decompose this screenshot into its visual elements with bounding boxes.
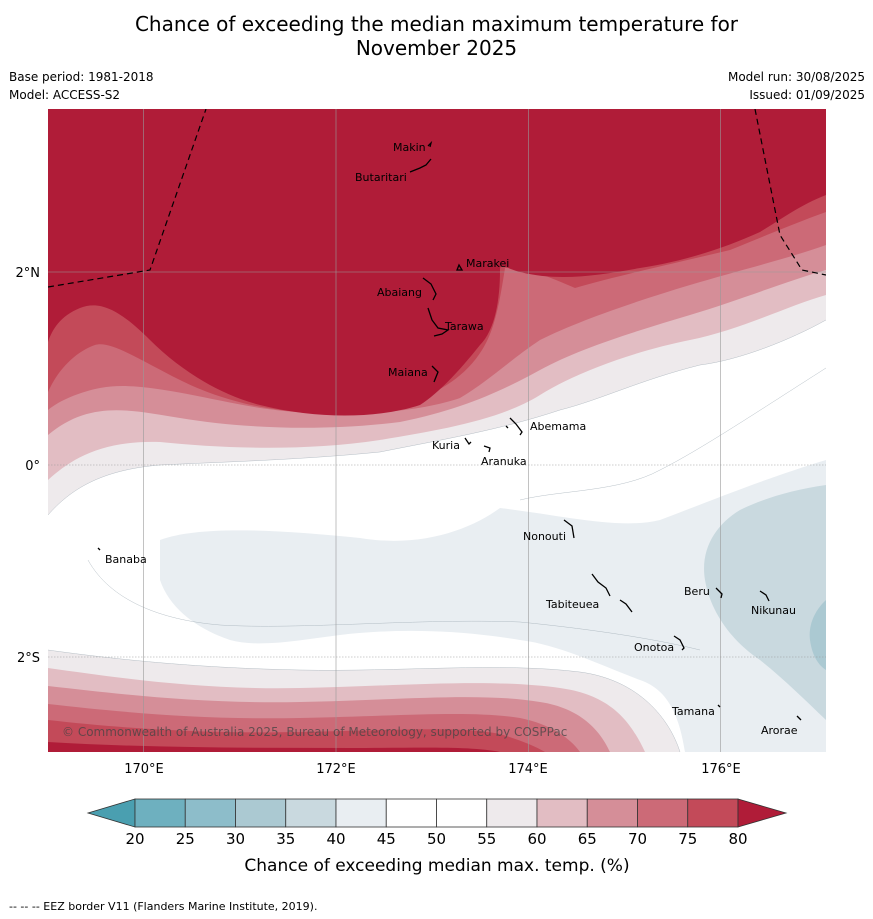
colorbar-segment-75_80	[687, 798, 739, 828]
colorbar-tick-80: 80	[728, 830, 747, 848]
band-40-45	[160, 460, 826, 752]
place-marakei: Marakei	[466, 257, 509, 270]
place-nikunau: Nikunau	[751, 604, 796, 617]
tabiteuea-island	[591, 573, 633, 613]
onotoa-island	[673, 635, 685, 651]
place-maiana: Maiana	[388, 366, 428, 379]
arorae-island	[796, 715, 802, 721]
banaba-island	[97, 547, 101, 551]
tamana-island	[717, 704, 721, 708]
graticule	[48, 109, 826, 752]
place-beru: Beru	[684, 585, 710, 598]
place-labels: Makin Butaritari Marakei Abaiang Tarawa …	[105, 141, 798, 737]
lon-label-170e: 170°E	[124, 762, 164, 777]
place-abaiang: Abaiang	[377, 286, 422, 299]
title-line-2: November 2025	[355, 36, 518, 60]
band-30-35	[809, 600, 826, 670]
nikunau-island	[759, 590, 770, 602]
place-onotoa: Onotoa	[634, 641, 674, 654]
eez-border	[48, 109, 826, 288]
colorbar-tick-75: 75	[678, 830, 697, 848]
colorbar-tick-65: 65	[578, 830, 597, 848]
place-butaritari: Butaritari	[355, 171, 407, 184]
place-tamana: Tamana	[671, 705, 715, 718]
tarawa-island	[427, 307, 450, 337]
colorbar-segment-60_65	[536, 798, 588, 828]
place-banaba: Banaba	[105, 553, 147, 566]
contour-fill: Makin Butaritari Marakei Abaiang Tarawa …	[48, 109, 826, 752]
base-period: Base period: 1981-2018	[9, 70, 154, 84]
butaritari-island	[409, 158, 432, 173]
nonouti-island	[563, 519, 575, 539]
lat-label-2n: 2°N	[16, 266, 41, 281]
contour-lines	[48, 319, 826, 752]
lon-label-174e: 174°E	[508, 762, 548, 777]
issued-date: Issued: 01/09/2025	[749, 88, 865, 102]
eez-footnote: -- -- -- EEZ border V11 (Flanders Marine…	[9, 900, 318, 913]
place-tarawa: Tarawa	[444, 320, 484, 333]
lon-label-172e: 172°E	[316, 762, 356, 777]
lon-axis: 170°E 172°E 174°E 176°E	[124, 762, 741, 777]
model-run: Model run: 30/08/2025	[727, 70, 865, 84]
lat-label-0: 0°	[25, 459, 40, 474]
beru-island	[715, 587, 723, 599]
colorbar-segment-55_60	[486, 798, 538, 828]
place-makin: Makin	[393, 141, 426, 154]
place-aranuka: Aranuka	[481, 455, 527, 468]
colorbar-tick-70: 70	[628, 830, 647, 848]
abemama-island	[505, 417, 523, 436]
colorbar-arrow-high	[737, 798, 788, 828]
colorbar-segment-35_40	[285, 798, 337, 828]
lat-axis: 2°N 0° 2°S	[16, 266, 41, 666]
band-gt80	[48, 109, 826, 752]
place-arorae: Arorae	[761, 724, 798, 737]
lon-label-176e: 176°E	[701, 762, 741, 777]
colorbar-tick-20: 20	[125, 830, 144, 848]
marakei-island	[456, 263, 464, 271]
colorbar-tick-45: 45	[377, 830, 396, 848]
makin-island	[427, 140, 433, 148]
colorbar-segment-20_25	[134, 798, 186, 828]
colorbar-tick-25: 25	[176, 830, 195, 848]
colorbar-segment-40_45	[335, 798, 387, 828]
band-35-40	[704, 485, 826, 720]
colorbar-segment-50_55	[436, 798, 488, 828]
colorbar-tick-40: 40	[326, 830, 345, 848]
chart-title: Chance of exceeding the median maximum t…	[0, 12, 873, 60]
model-name: Model: ACCESS-S2	[9, 88, 121, 102]
place-kuria: Kuria	[432, 439, 460, 452]
colorbar-tick-60: 60	[527, 830, 546, 848]
meta-left: Base period: 1981-2018 Model: ACCESS-S2	[9, 68, 154, 104]
colorbar-segment-30_35	[235, 798, 287, 828]
colorbar-segment-45_50	[385, 798, 437, 828]
kuria-island	[464, 437, 472, 446]
islands	[97, 140, 802, 721]
colorbar-tick-35: 35	[276, 830, 295, 848]
place-tabiteuea: Tabiteuea	[545, 598, 599, 611]
colorbar: 20 25 30 35 40 45 50 55 60 65 70 75 80	[86, 798, 788, 848]
colorbar-tick-50: 50	[427, 830, 446, 848]
colorbar-arrow-low	[86, 798, 136, 828]
colorbar-tick-55: 55	[477, 830, 496, 848]
place-abemama: Abemama	[530, 420, 586, 433]
place-nonouti: Nonouti	[523, 530, 566, 543]
colorbar-segment-65_70	[586, 798, 638, 828]
colorbar-segment-25_30	[184, 798, 236, 828]
aranuka-island	[483, 445, 491, 453]
lat-label-2s: 2°S	[17, 651, 40, 666]
meta-right: Model run: 30/08/2025 Issued: 01/09/2025	[728, 68, 865, 104]
colorbar-label: Chance of exceeding median max. temp. (%…	[244, 856, 629, 876]
title-line-1: Chance of exceeding the median maximum t…	[134, 12, 739, 36]
maiana-island	[431, 365, 439, 383]
abaiang-island	[422, 277, 437, 301]
colorbar-segment-70_75	[637, 798, 689, 828]
copyright-notice: © Commonwealth of Australia 2025, Bureau…	[62, 725, 567, 739]
colorbar-tick-30: 30	[226, 830, 245, 848]
